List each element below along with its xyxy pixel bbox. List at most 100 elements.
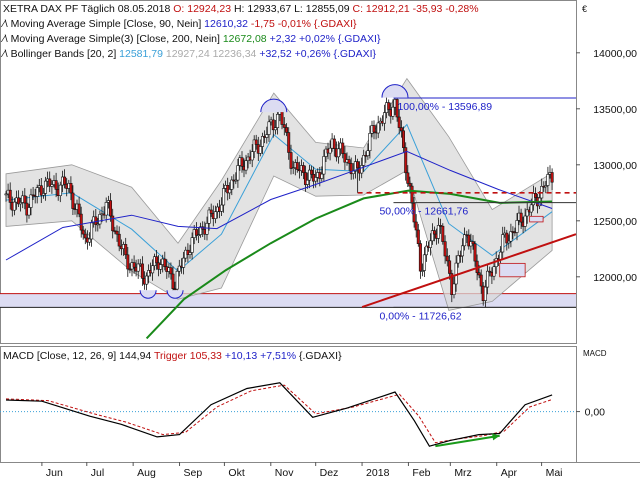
candle-body xyxy=(273,127,277,131)
candle-body xyxy=(94,216,98,225)
double-top-arc-2 xyxy=(381,84,409,98)
header-instrument: XETRA DAX PF Täglich 08.05.2018 xyxy=(3,3,173,15)
candle-body xyxy=(519,212,523,223)
time-tick-label: Okt xyxy=(228,467,244,479)
candle-body xyxy=(410,185,414,204)
indicator-name: ⁄\ Bollinger Bands [20, 2] xyxy=(0,48,119,60)
candle-body xyxy=(445,255,449,262)
price-tick-label: 13500,00 xyxy=(593,104,637,116)
candle-body xyxy=(188,252,192,256)
candle-body xyxy=(117,233,121,247)
candle-body xyxy=(41,193,45,196)
candle-body xyxy=(428,240,432,248)
candle-body xyxy=(252,139,256,152)
ma200-line xyxy=(145,189,553,340)
candle-body xyxy=(205,223,209,235)
candle-body xyxy=(523,215,527,227)
candle-body xyxy=(175,270,179,290)
candle-body xyxy=(140,263,144,279)
indicator-legend-1: ⁄\ Moving Average Simple(3) [Close, 200,… xyxy=(0,33,381,45)
time-tick-label: Feb xyxy=(412,467,430,479)
indicator-value: 12581,79 xyxy=(119,48,166,60)
candle-body xyxy=(430,230,434,242)
price-header: XETRA DAX PF Täglich 08.05.2018 O: 12924… xyxy=(3,3,479,15)
candle-body xyxy=(492,266,496,277)
indicator-value: 12672,08 xyxy=(223,33,270,45)
candle-body xyxy=(452,283,456,295)
candle-body xyxy=(280,110,284,125)
macd-name: MACD [Close, 12, 26, 9] xyxy=(3,350,119,362)
candle-body xyxy=(50,184,54,187)
candle-body xyxy=(356,161,360,169)
candle-body xyxy=(197,234,201,236)
candle-body xyxy=(79,213,83,231)
indicator-legend-2: ⁄\ Bollinger Bands [20, 2] 12581,79 1292… xyxy=(0,48,377,60)
candle-body xyxy=(234,179,238,182)
candle-body xyxy=(436,225,440,239)
candle-body xyxy=(271,119,275,131)
candle-body xyxy=(397,116,401,128)
candle-body xyxy=(222,188,226,206)
divergence-arrow-head xyxy=(492,433,500,441)
double-bottom-arc-1 xyxy=(139,290,157,299)
candle-body xyxy=(81,229,85,235)
candle-body xyxy=(372,125,376,133)
candle-body xyxy=(362,155,366,166)
currency-label: € xyxy=(582,4,587,14)
candle-body xyxy=(483,286,487,301)
price-pane-frame xyxy=(0,0,577,344)
double-bottom-arc-2 xyxy=(166,290,184,299)
indicator-change: +2,32 +0,02% {.GDAXI} xyxy=(270,33,381,45)
candle-body xyxy=(265,134,269,138)
candle-body xyxy=(177,265,181,272)
candle-body xyxy=(163,258,167,267)
candle-body xyxy=(54,180,58,190)
fib-100-label: 100,00% - 13596,89 xyxy=(397,101,492,113)
header-high: H: 12933,67 xyxy=(234,3,294,15)
candle-body xyxy=(145,275,149,285)
header-low: L: 12855,09 xyxy=(294,3,352,15)
candle-body xyxy=(341,142,345,154)
candle-body xyxy=(305,179,309,185)
candle-body xyxy=(507,240,511,244)
candle-body xyxy=(322,156,326,175)
candle-body xyxy=(284,127,288,133)
candle-body xyxy=(182,257,186,268)
candle-body xyxy=(267,121,271,135)
candle-body xyxy=(58,184,62,197)
bollinger-midline xyxy=(5,123,553,272)
candle-body xyxy=(366,150,370,156)
candle-body xyxy=(509,231,513,242)
price-tick-label: 14000,00 xyxy=(593,48,637,60)
candle-body xyxy=(19,202,23,205)
candle-body xyxy=(460,245,464,257)
macd-value: 144,94 xyxy=(119,350,154,362)
candle-body xyxy=(228,189,232,194)
candle-body xyxy=(29,194,33,208)
gap-box-upper xyxy=(529,215,544,223)
candle-body xyxy=(96,223,100,226)
candle-body xyxy=(291,167,295,169)
candle-body xyxy=(336,148,340,158)
candle-body xyxy=(546,174,550,186)
candle-body xyxy=(4,193,8,196)
candle-body xyxy=(295,162,299,170)
bollinger-band-area xyxy=(5,77,553,311)
candle-body xyxy=(376,122,380,134)
gap-box-lower xyxy=(499,262,526,278)
candle-body xyxy=(71,192,75,209)
fib-50-label: 50,00% - 12661,76 xyxy=(379,206,468,218)
candle-body xyxy=(39,185,43,196)
candle-body xyxy=(414,221,418,231)
indicator-name: ⁄\ Moving Average Simple [Close, 90, Nei… xyxy=(0,18,204,30)
candle-body xyxy=(515,220,519,233)
candle-body xyxy=(8,189,12,203)
candle-body xyxy=(98,214,102,225)
candle-body xyxy=(244,160,248,171)
indicator-change: -1,75 -0,01% {.GDAXI} xyxy=(251,18,357,30)
candle-body xyxy=(155,256,159,264)
candle-body xyxy=(347,159,351,164)
candle-body xyxy=(258,146,262,154)
candle-body xyxy=(432,230,436,235)
macd-axis-title: MACD xyxy=(583,349,607,358)
